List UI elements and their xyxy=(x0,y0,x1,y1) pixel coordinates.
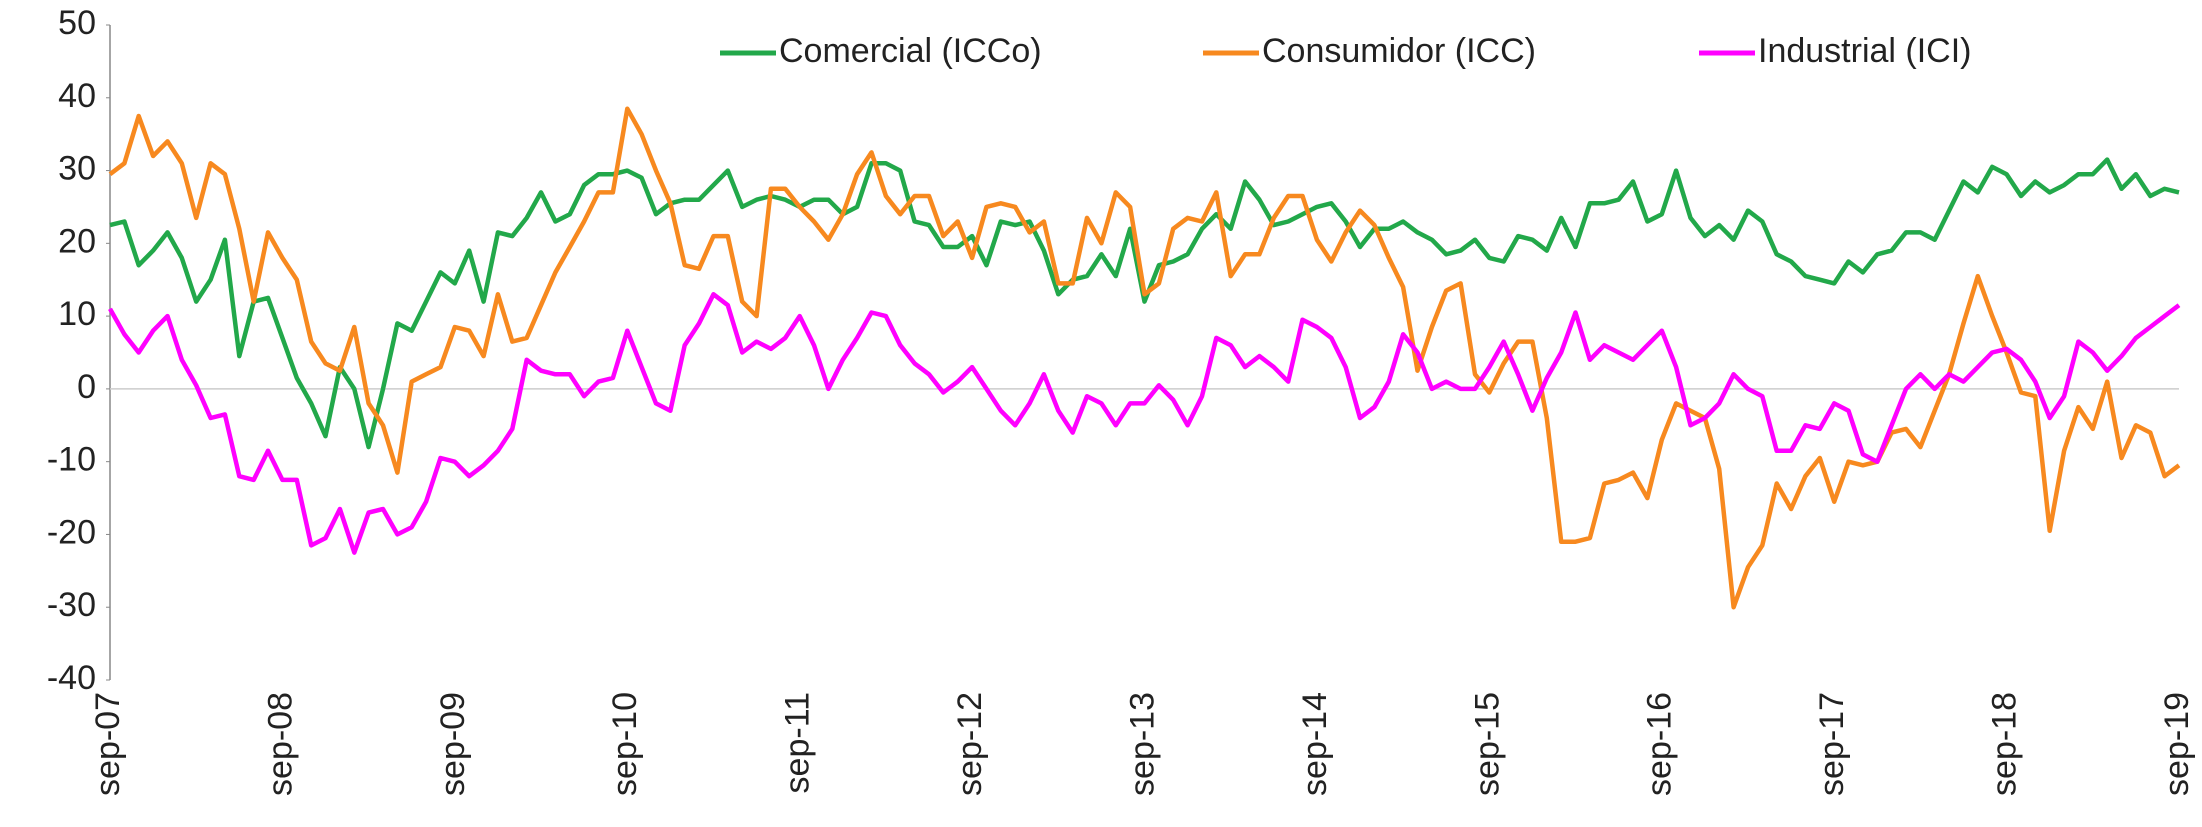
y-tick-label: 10 xyxy=(58,295,96,333)
y-tick-label: -20 xyxy=(47,513,96,551)
y-tick-label: -30 xyxy=(47,586,96,624)
x-tick-label: sep-17 xyxy=(1813,692,1851,796)
x-tick-label: sep-10 xyxy=(606,692,644,796)
legend-label: Consumidor (ICC) xyxy=(1262,32,1536,70)
x-tick-label: sep-18 xyxy=(1986,692,2024,796)
x-tick-label: sep-11 xyxy=(779,692,817,793)
y-tick-label: -10 xyxy=(47,441,96,479)
y-tick-label: 20 xyxy=(58,222,96,260)
x-tick-label: sep-13 xyxy=(1123,692,1161,796)
y-tick-label: 0 xyxy=(77,368,96,406)
x-tick-label: sep-09 xyxy=(434,692,472,796)
x-tick-label: sep-14 xyxy=(1296,692,1334,796)
series-line xyxy=(108,292,2181,555)
legend-label: Comercial (ICCo) xyxy=(779,32,1042,70)
series-line xyxy=(108,106,2181,610)
x-tick-label: sep-07 xyxy=(89,692,127,796)
x-tick-label: sep-15 xyxy=(1468,692,1506,796)
x-tick-label: sep-16 xyxy=(1641,692,1679,796)
x-tick-label: sep-08 xyxy=(261,692,299,796)
y-tick-label: -40 xyxy=(47,659,96,697)
x-tick-label: sep-19 xyxy=(2158,692,2196,796)
y-tick-label: 40 xyxy=(58,77,96,115)
y-tick-label: 30 xyxy=(58,150,96,188)
series-line xyxy=(109,157,2180,450)
legend-label: Industrial (ICI) xyxy=(1758,32,1972,70)
x-tick-label: sep-12 xyxy=(951,692,989,796)
y-tick-label: 50 xyxy=(58,4,96,42)
